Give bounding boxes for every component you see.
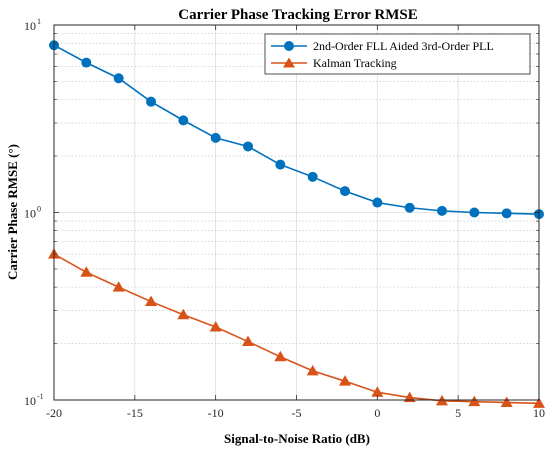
data-point-fll-pll — [210, 132, 221, 143]
x-tick-label: -10 — [208, 406, 224, 420]
x-tick-label: -5 — [292, 406, 302, 420]
x-tick-label: 0 — [374, 406, 380, 420]
data-point-kalman — [306, 364, 319, 376]
y-tick-exponent: -1 — [37, 392, 44, 401]
data-point-kalman — [274, 350, 287, 362]
x-tick-label: -20 — [46, 406, 62, 420]
x-tick-label: 10 — [533, 406, 545, 420]
data-point-kalman — [500, 396, 513, 407]
data-point-kalman — [468, 395, 481, 407]
data-point-kalman — [339, 375, 351, 386]
series-layer — [48, 40, 545, 408]
ticks — [53, 24, 540, 401]
legend-box — [264, 33, 531, 75]
y-tick-label: 10 — [24, 19, 36, 33]
data-point-fll-pll — [340, 186, 350, 197]
data-point-kalman — [80, 266, 93, 277]
data-point-fll-pll — [437, 205, 447, 216]
legend-label-fll-pll: 2nd-Order FLL Aided 3rd-Order PLL — [313, 39, 494, 53]
data-point-kalman — [403, 391, 416, 403]
x-tick-label: 5 — [455, 406, 461, 420]
data-point-kalman — [533, 397, 545, 408]
data-point-fll-pll — [81, 57, 92, 68]
data-point-fll-pll — [307, 171, 318, 182]
series-line-kalman — [53, 253, 540, 405]
y-axis-label: Carrier Phase RMSE (°) — [5, 144, 20, 280]
data-point-kalman — [145, 295, 157, 307]
data-point-kalman — [209, 321, 222, 332]
legend-marker-kalman — [283, 57, 295, 68]
y-tick-label: 10 — [24, 207, 36, 221]
legend-label-kalman: Kalman Tracking — [313, 56, 397, 70]
y-tick-label: 10 — [24, 394, 36, 408]
data-point-fll-pll — [404, 202, 415, 213]
legend-marker-fll-pll — [284, 41, 294, 51]
data-point-fll-pll — [146, 96, 156, 107]
data-point-fll-pll — [178, 115, 189, 126]
y-tick-exponent: 1 — [37, 17, 41, 26]
legend: 2nd-Order FLL Aided 3rd-Order PLL Kalman… — [264, 33, 531, 75]
x-axis-label: Signal-to-Noise Ratio (dB) — [224, 431, 370, 446]
series-line-fll-pll — [53, 44, 540, 215]
data-point-fll-pll — [243, 141, 253, 152]
data-point-fll-pll — [372, 197, 383, 208]
x-tick-label: -15 — [127, 406, 143, 420]
chart-title: Carrier Phase Tracking Error RMSE — [178, 7, 417, 23]
data-point-fll-pll — [113, 73, 124, 84]
y-tick-exponent: 0 — [37, 205, 41, 214]
data-point-fll-pll — [501, 208, 512, 219]
data-point-fll-pll — [275, 159, 286, 170]
data-point-kalman — [242, 335, 254, 347]
data-point-kalman — [371, 386, 384, 397]
data-point-kalman — [177, 308, 190, 320]
data-point-kalman — [112, 281, 125, 292]
data-point-fll-pll — [469, 207, 480, 218]
